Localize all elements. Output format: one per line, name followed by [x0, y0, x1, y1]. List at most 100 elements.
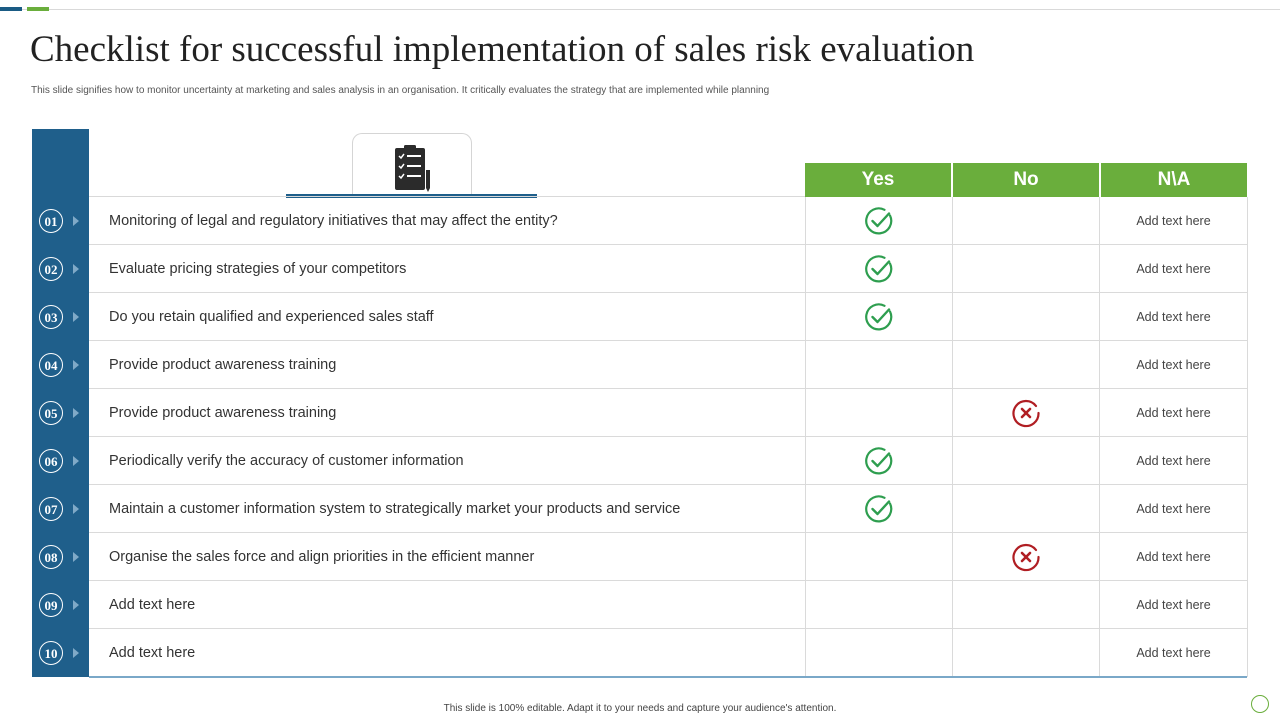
table-row: Add text here Add text here [89, 581, 1248, 629]
cell-no [952, 245, 1100, 293]
row-divider [89, 484, 1247, 485]
row-number-04: 04 [32, 341, 89, 389]
cell-yes [805, 533, 953, 581]
cell-no [952, 389, 1100, 437]
page-title: Checklist for successful implementation … [30, 29, 975, 70]
checklist-item-text: Evaluate pricing strategies of your comp… [109, 261, 407, 277]
page-subtitle: This slide signifies how to monitor unce… [31, 85, 770, 96]
checklist-item-text: Do you retain qualified and experienced … [109, 309, 434, 325]
chevron-right-icon [73, 360, 79, 370]
cell-na: Add text here [1099, 437, 1248, 485]
row-divider [89, 244, 1247, 245]
cell-na: Add text here [1099, 293, 1248, 341]
cell-na: Add text here [1099, 389, 1248, 437]
row-divider [89, 532, 1247, 533]
row-number-badge: 09 [39, 593, 63, 617]
row-number-badge: 08 [39, 545, 63, 569]
cell-no [952, 437, 1100, 485]
na-text: Add text here [1136, 406, 1211, 420]
chevron-right-icon [73, 504, 79, 514]
cell-na: Add text here [1099, 341, 1248, 389]
table-row: Provide product awareness training Add te… [89, 389, 1248, 437]
cell-no [952, 197, 1100, 245]
column-header-na: N\A [1101, 163, 1247, 197]
row-divider [89, 292, 1247, 293]
cell-no [952, 533, 1100, 581]
x-circle-icon [1011, 542, 1041, 572]
chevron-right-icon [73, 600, 79, 610]
chevron-right-icon [73, 456, 79, 466]
column-header-no: No [953, 163, 1099, 197]
na-text: Add text here [1136, 214, 1211, 228]
na-text: Add text here [1136, 358, 1211, 372]
row-number-badge: 02 [39, 257, 63, 281]
na-text: Add text here [1136, 550, 1211, 564]
row-divider [89, 580, 1247, 581]
na-text: Add text here [1136, 262, 1211, 276]
accent-bar-green [27, 7, 49, 11]
table-row: Provide product awareness training Add te… [89, 341, 1248, 389]
na-text: Add text here [1136, 310, 1211, 324]
row-number-05: 05 [32, 389, 89, 437]
row-number-01: 01 [32, 197, 89, 245]
header-icon-box [352, 133, 472, 196]
row-number-badge: 04 [39, 353, 63, 377]
cell-no [952, 293, 1100, 341]
cell-yes [805, 197, 953, 245]
cell-na: Add text here [1099, 197, 1248, 245]
table-bottom-line [89, 676, 1247, 678]
check-circle-icon [864, 446, 894, 476]
row-number-badge: 06 [39, 449, 63, 473]
table-row: Add text here Add text here [89, 629, 1248, 677]
accent-bar-blue [0, 7, 22, 11]
table-row: Maintain a customer information system t… [89, 485, 1248, 533]
x-circle-icon [1011, 398, 1041, 428]
table-row: Organise the sales force and align prior… [89, 533, 1248, 581]
row-number-06: 06 [32, 437, 89, 485]
checklist-item-text: Provide product awareness training [109, 357, 337, 373]
corner-circle-icon [1251, 695, 1269, 713]
check-circle-icon [864, 254, 894, 284]
checklist-item-text: Maintain a customer information system t… [109, 501, 681, 517]
number-sidebar: 01 02 03 04 05 06 07 08 09 10 [32, 129, 89, 677]
na-text: Add text here [1136, 598, 1211, 612]
table-row: Monitoring of legal and regulatory initi… [89, 197, 1248, 245]
chevron-right-icon [73, 264, 79, 274]
cell-na: Add text here [1099, 245, 1248, 293]
table-row: Periodically verify the accuracy of cust… [89, 437, 1248, 485]
row-divider [89, 628, 1247, 629]
chevron-right-icon [73, 552, 79, 562]
table-row: Evaluate pricing strategies of your comp… [89, 245, 1248, 293]
cell-yes [805, 245, 953, 293]
chevron-right-icon [73, 312, 79, 322]
row-divider [89, 340, 1247, 341]
cell-yes [805, 485, 953, 533]
check-circle-icon [864, 494, 894, 524]
footer-note: This slide is 100% editable. Adapt it to… [443, 703, 837, 714]
cell-na: Add text here [1099, 485, 1248, 533]
row-number-badge: 05 [39, 401, 63, 425]
na-text: Add text here [1136, 502, 1211, 516]
header-divider [89, 196, 805, 197]
row-number-badge: 10 [39, 641, 63, 665]
checklist-item-text: Add text here [109, 597, 196, 613]
cell-no [952, 485, 1100, 533]
cell-yes [805, 437, 953, 485]
checklist-item-text: Periodically verify the accuracy of cust… [109, 453, 464, 469]
checklist-item-text: Organise the sales force and align prior… [109, 549, 535, 565]
cell-no [952, 341, 1100, 389]
cell-yes [805, 341, 953, 389]
top-divider [0, 9, 1280, 10]
row-divider [89, 436, 1247, 437]
chevron-right-icon [73, 648, 79, 658]
row-number-badge: 03 [39, 305, 63, 329]
cell-yes [805, 629, 953, 677]
cell-na: Add text here [1099, 533, 1248, 581]
chevron-right-icon [73, 408, 79, 418]
row-number-10: 10 [32, 629, 89, 677]
chevron-right-icon [73, 216, 79, 226]
na-text: Add text here [1136, 454, 1211, 468]
clipboard-checklist-icon [395, 145, 430, 192]
checklist-item-text: Provide product awareness training [109, 405, 337, 421]
row-number-09: 09 [32, 581, 89, 629]
